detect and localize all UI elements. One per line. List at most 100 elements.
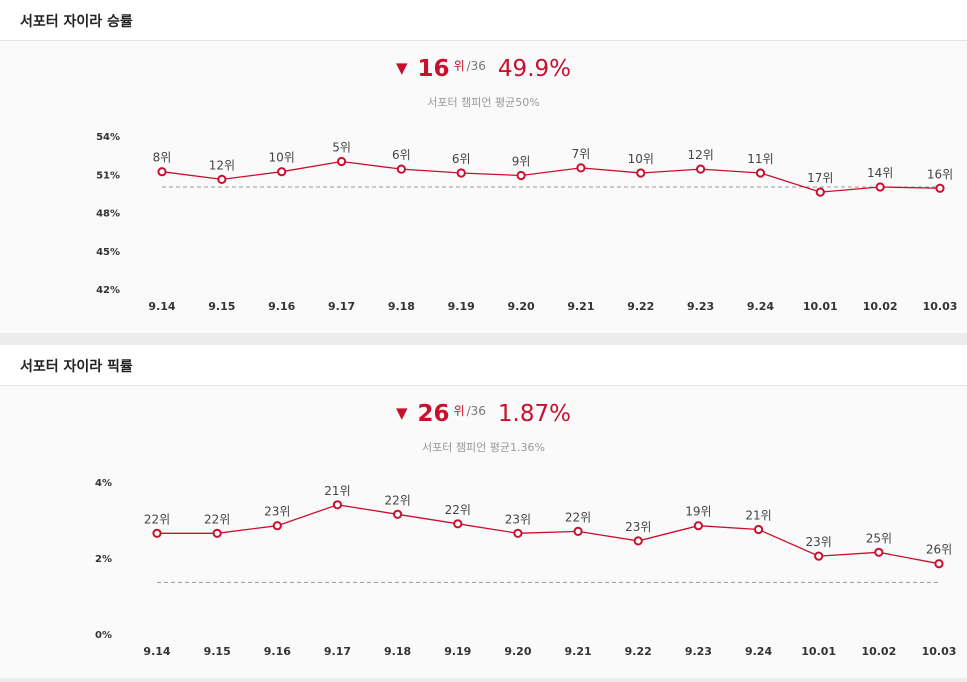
win-rate-average-text: 서포터 챔피언 평균50%	[427, 96, 540, 109]
win-rate-chart: 54% 51% 48% 45% 42% 8위 12위 10위 5위 6위 6위 9위 7위 10위 12위 1…	[96, 132, 958, 313]
data-point[interactable]	[814, 551, 824, 561]
x-tick-label: 9.16	[268, 300, 295, 313]
y-tick-label: 45%	[96, 247, 120, 258]
x-tick-label: 9.21	[567, 300, 594, 313]
data-point[interactable]	[573, 526, 583, 536]
x-tick-label: 9.17	[324, 645, 351, 658]
y-tick-label: 42%	[96, 285, 120, 296]
rank-label: 16위	[927, 167, 953, 181]
win-rate-rank-unit: 위	[453, 59, 465, 73]
data-point[interactable]	[633, 536, 643, 546]
rank-label: 23위	[505, 512, 531, 526]
data-point[interactable]	[576, 163, 586, 173]
data-point[interactable]	[217, 174, 227, 184]
data-point[interactable]	[152, 528, 162, 538]
y-tick-label: 0%	[95, 630, 112, 641]
rank-label: 26위	[926, 543, 952, 557]
x-tick-label: 9.20	[504, 645, 531, 658]
x-tick-label: 9.24	[747, 300, 774, 313]
x-tick-label: 9.15	[208, 300, 235, 313]
win-rate-rank-line: ▼ 16 위/36 49.9%	[0, 56, 967, 82]
y-tick-label: 2%	[95, 554, 112, 565]
rank-label: 22위	[565, 510, 591, 524]
data-point[interactable]	[693, 521, 703, 531]
data-point[interactable]	[815, 187, 825, 197]
data-point[interactable]	[636, 168, 646, 178]
rank-label: 19위	[685, 505, 711, 519]
rank-label: 12위	[209, 158, 235, 172]
data-point[interactable]	[332, 500, 343, 510]
y-tick-label: 51%	[96, 170, 120, 181]
data-point[interactable]	[396, 164, 406, 174]
rank-label: 21위	[324, 484, 350, 498]
x-tick-label: 9.22	[625, 645, 652, 658]
pick-rate-value: 1.87%	[497, 401, 571, 427]
rank-label: 22위	[144, 512, 170, 526]
data-point[interactable]	[336, 156, 347, 167]
rank-label: 5위	[332, 141, 351, 155]
y-tick-label: 48%	[96, 209, 120, 220]
x-tick-label: 10.02	[861, 645, 896, 658]
rank-label: 22위	[204, 512, 230, 526]
rank-label: 21위	[745, 509, 771, 523]
rank-label: 11위	[747, 152, 773, 166]
data-point[interactable]	[272, 521, 282, 531]
x-tick-label: 9.22	[627, 300, 654, 313]
rank-label: 17위	[807, 171, 833, 185]
down-triangle-icon: ▼	[396, 404, 408, 422]
rank-label: 9위	[512, 155, 531, 169]
rank-label: 23위	[806, 535, 832, 549]
pick-rate-rank: 26	[417, 401, 450, 427]
data-point[interactable]	[393, 509, 403, 519]
rank-label: 12위	[687, 148, 713, 162]
data-point[interactable]	[456, 168, 466, 178]
data-point[interactable]	[516, 170, 526, 181]
x-tick-label: 9.16	[264, 645, 291, 658]
data-point[interactable]	[513, 528, 523, 538]
bottom-divider	[0, 678, 967, 682]
rank-label: 14위	[867, 166, 893, 180]
x-tick-label: 9.17	[328, 300, 355, 313]
x-tick-label: 9.24	[745, 645, 772, 658]
rank-label: 6위	[452, 152, 471, 166]
x-tick-label: 10.02	[863, 300, 898, 313]
win-rate-rank: 16	[417, 56, 450, 82]
section-divider	[0, 333, 967, 345]
down-triangle-icon: ▼	[396, 59, 408, 77]
x-tick-label: 10.03	[922, 645, 957, 658]
x-tick-label: 9.21	[565, 645, 592, 658]
rank-label: 8위	[153, 151, 172, 165]
rank-label: 10위	[628, 152, 654, 166]
rank-label: 6위	[392, 148, 411, 162]
data-point[interactable]	[212, 528, 222, 538]
rank-label: 23위	[625, 520, 651, 534]
pick-rate-rank-unit: 위	[453, 404, 465, 418]
x-tick-label: 9.18	[388, 300, 415, 313]
data-point[interactable]	[875, 182, 885, 192]
x-tick-label: 9.23	[687, 300, 714, 313]
x-tick-label: 9.14	[143, 645, 170, 658]
pick-rate-rank-total: /36	[466, 404, 486, 418]
data-point[interactable]	[935, 183, 945, 193]
data-point[interactable]	[753, 524, 764, 535]
rank-label: 23위	[264, 505, 290, 519]
x-tick-label: 9.18	[384, 645, 411, 658]
rank-label: 25위	[866, 531, 892, 545]
win-rate-panel: 서포터 자이라 승률 ▼ 16 위/36 49.9% 서포터 챔피언 평균50%	[0, 0, 967, 333]
data-point[interactable]	[934, 559, 944, 569]
x-tick-label: 9.15	[204, 645, 231, 658]
x-tick-label: 10.01	[801, 645, 836, 658]
x-tick-label: 9.23	[685, 645, 712, 658]
data-point[interactable]	[277, 167, 287, 177]
win-rate-rank-total: /36	[466, 59, 486, 73]
data-point[interactable]	[453, 519, 463, 529]
data-point[interactable]	[157, 167, 167, 177]
rank-label: 22위	[384, 493, 410, 507]
data-point[interactable]	[696, 164, 706, 174]
x-tick-label: 10.03	[923, 300, 958, 313]
x-tick-label: 9.14	[148, 300, 175, 313]
pick-rate-chart: 4% 2% 0% 22위 22위 23위 21위 22위 22위 23위 22위 23위 19위 21위 2…	[95, 478, 957, 658]
data-point[interactable]	[874, 547, 884, 557]
data-point[interactable]	[755, 168, 766, 178]
pick-rate-average-text: 서포터 챔피언 평균1.36%	[422, 441, 545, 454]
